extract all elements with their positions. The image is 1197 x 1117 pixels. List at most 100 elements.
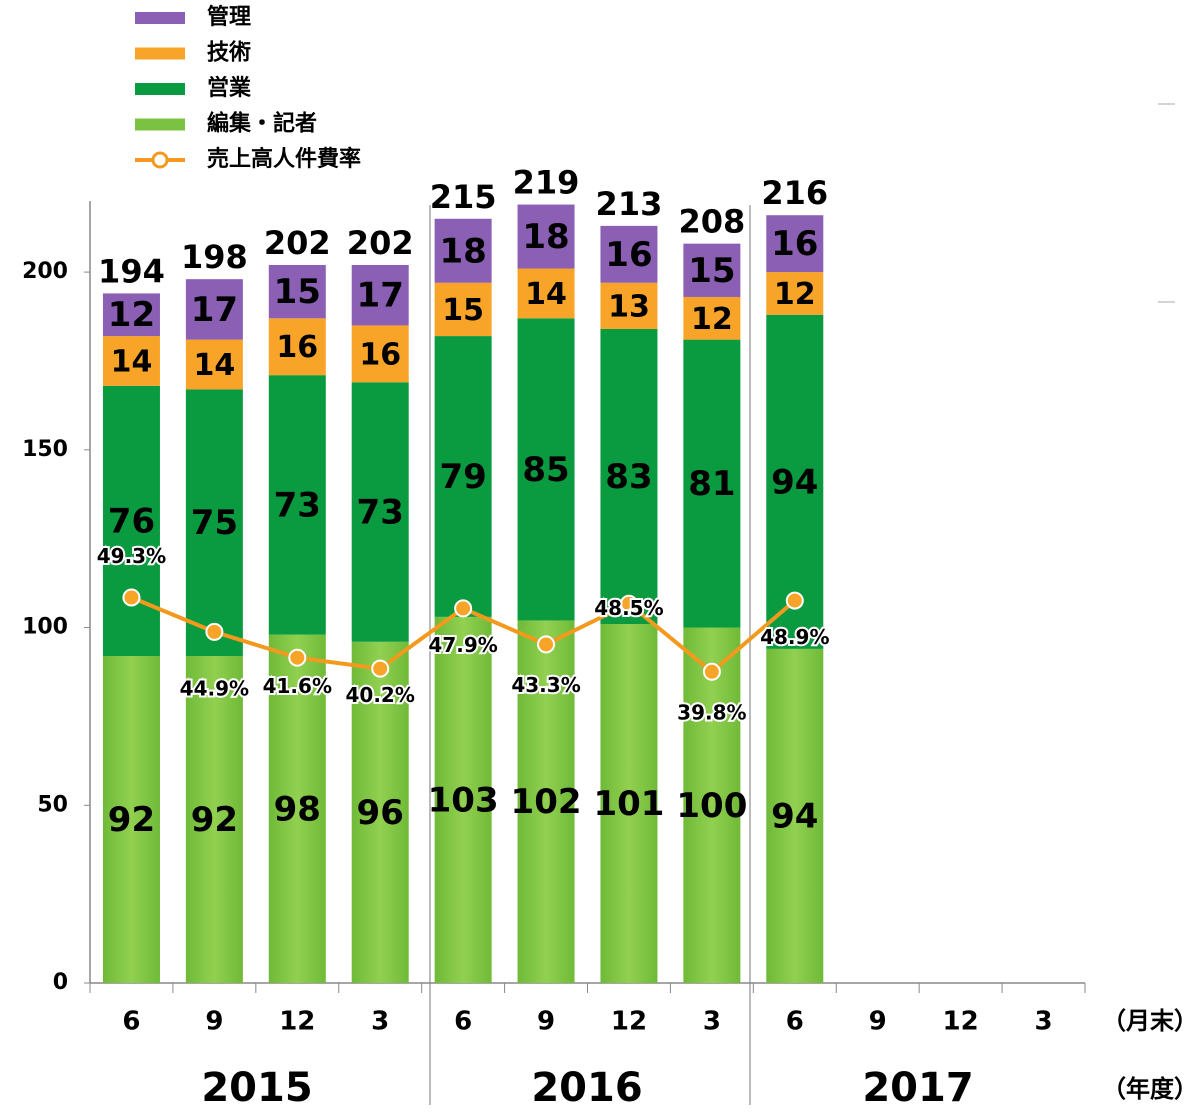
data-label: 85 (522, 450, 569, 490)
data-label: 92 (108, 800, 155, 840)
bar-segment (351, 264, 409, 326)
y-tick-label: 50 (37, 792, 68, 817)
total-label: 216 (761, 174, 828, 212)
bar-segment (434, 616, 492, 983)
y-tick-label: 100 (22, 615, 68, 640)
rate-marker (454, 599, 473, 618)
y-tick-label: 150 (22, 437, 68, 462)
rate-marker (702, 662, 721, 681)
group-label: 2015 (201, 1065, 312, 1111)
bar-segment (766, 272, 824, 315)
bar-segment (185, 655, 243, 983)
legend-label: 編集・記者 (207, 111, 317, 137)
data-label: 16 (771, 224, 818, 264)
data-label: 94 (771, 796, 818, 836)
data-label: 16 (605, 235, 652, 275)
rate-label: 48.9% (760, 625, 829, 649)
bar-segment (766, 648, 824, 983)
bar-segment (600, 225, 658, 283)
bar-segment (517, 204, 575, 269)
data-label: 15 (274, 272, 321, 312)
bar-segment (185, 389, 243, 656)
data-label: 100 (676, 786, 747, 826)
data-label: 83 (605, 457, 652, 497)
data-label: 17 (357, 276, 404, 316)
total-label: 202 (264, 224, 331, 262)
data-label: 17 (191, 290, 238, 330)
data-label: 16 (276, 330, 318, 365)
bar-segment (185, 279, 243, 340)
total-label: 213 (596, 185, 663, 223)
y-tick-label: 0 (53, 970, 68, 995)
data-label: 73 (357, 493, 404, 533)
bar-segment (517, 318, 575, 621)
rate-marker (785, 591, 804, 610)
legend-label: 管理 (207, 4, 251, 30)
bar-segment (683, 339, 741, 628)
bar-segment (434, 282, 492, 337)
data-label: 98 (274, 789, 321, 829)
rate-label: 39.8% (677, 700, 746, 724)
x-tick-label: 12 (611, 1007, 647, 1037)
bar-segment (683, 627, 741, 983)
total-label: 202 (347, 224, 414, 262)
x-tick-label: 9 (537, 1007, 555, 1037)
x-tick-label: 9 (205, 1007, 223, 1037)
rate-label: 43.3% (511, 673, 580, 697)
data-label: 12 (108, 295, 155, 335)
y-tick-label: 200 (22, 259, 68, 284)
bar-segment (102, 385, 160, 656)
rate-marker (288, 648, 307, 667)
data-label: 14 (111, 344, 153, 379)
data-label: 79 (439, 457, 486, 497)
total-label: 208 (678, 203, 745, 241)
data-label: 96 (357, 793, 404, 833)
total-label: 198 (181, 238, 248, 276)
bar-segment (600, 282, 658, 329)
rate-marker (371, 659, 390, 678)
bar-segment (434, 336, 492, 617)
rate-label: 49.3% (97, 544, 166, 568)
data-label: 15 (688, 251, 735, 291)
x-tick-label: 6 (454, 1007, 472, 1037)
rate-marker (122, 588, 141, 607)
rate-marker (537, 635, 556, 654)
rate-label: 48.5% (594, 596, 663, 620)
group-label: 2017 (862, 1065, 973, 1111)
x-tick-label: 3 (1034, 1007, 1052, 1037)
bar-segment (351, 641, 409, 983)
legend-label: 営業 (207, 75, 252, 101)
data-label: 15 (442, 293, 484, 328)
rate-marker (619, 594, 638, 613)
rate-label: 47.9% (428, 633, 497, 657)
data-label: 18 (439, 231, 486, 271)
data-label: 16 (359, 337, 401, 372)
bar-segment (683, 296, 741, 340)
bar-segment (268, 634, 326, 983)
x-tick-label: 12 (943, 1007, 979, 1037)
bar-segment (351, 325, 409, 383)
x-tick-label: 9 (869, 1007, 887, 1037)
data-label: 103 (428, 780, 499, 820)
data-label: 81 (688, 464, 735, 504)
bar-segment (600, 328, 658, 624)
bar-segment (351, 382, 409, 642)
data-label: 92 (191, 800, 238, 840)
x-tick-label: 3 (703, 1007, 721, 1037)
bar-segment (600, 623, 658, 983)
legend-marker (151, 151, 169, 169)
x-unit-label: （月末） (1102, 1007, 1197, 1035)
legend-swatch (135, 12, 185, 24)
rate-label: 41.6% (263, 674, 332, 698)
legend-swatch (135, 118, 185, 131)
bar-segment (434, 218, 492, 283)
bar-segment (268, 264, 326, 319)
total-label: 219 (513, 164, 580, 202)
bar-segment (268, 318, 326, 376)
data-label: 14 (194, 348, 236, 383)
x-tick-label: 3 (371, 1007, 389, 1037)
group-unit-label: （年度） (1102, 1075, 1197, 1103)
data-label: 94 (771, 462, 818, 502)
bar-segment (102, 655, 160, 983)
